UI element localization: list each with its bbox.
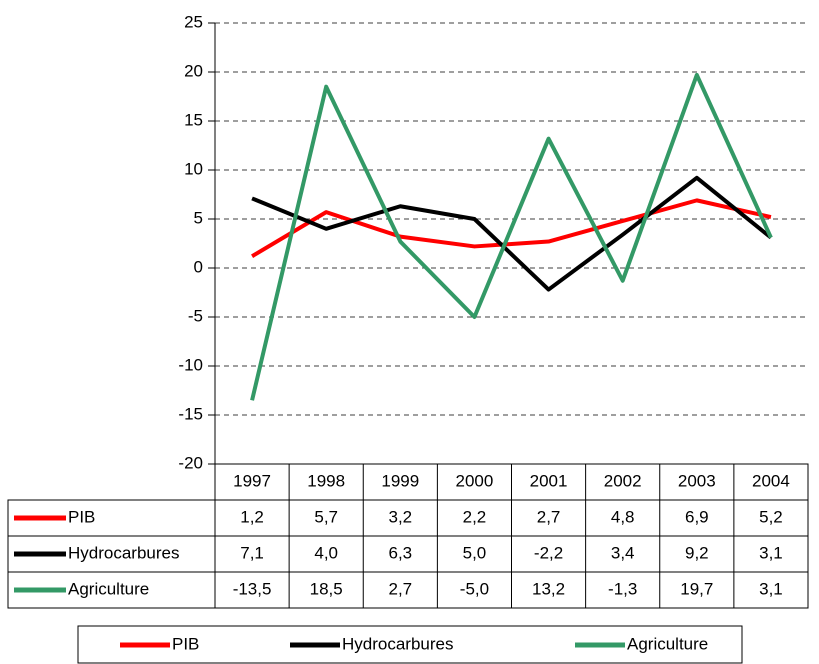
- table-cell: -5,0: [460, 579, 489, 598]
- y-tick-label: 0: [194, 257, 203, 276]
- table-cell: 4,8: [611, 507, 635, 526]
- series-line: [251, 175, 773, 292]
- data-table-frame: [7, 499, 809, 609]
- x-tick-label: 1998: [307, 471, 345, 490]
- legend-label: Hydrocarbures: [342, 634, 454, 653]
- table-cell: -13,5: [233, 579, 272, 598]
- table-cell: 13,2: [532, 579, 565, 598]
- y-tick-label: 10: [184, 159, 203, 178]
- table-cell: 6,9: [685, 507, 709, 526]
- x-tick-label: 2000: [456, 471, 494, 490]
- y-tick-label: -5: [188, 306, 203, 325]
- y-tick-label: -20: [178, 453, 203, 472]
- table-cell: 2,7: [537, 507, 561, 526]
- table-row-label: PIB: [68, 507, 95, 526]
- y-tick-label: 5: [194, 208, 203, 227]
- table-cell: 3,2: [388, 507, 412, 526]
- table-cell: 19,7: [680, 579, 713, 598]
- y-tick-label: -10: [178, 355, 203, 374]
- series-line: [251, 198, 772, 258]
- table-cell: 18,5: [310, 579, 343, 598]
- table-cell: 1,2: [240, 507, 264, 526]
- table-cell: 5,7: [314, 507, 338, 526]
- legend-label: PIB: [172, 634, 199, 653]
- x-tick-label: 1997: [233, 471, 271, 490]
- table-row-label: Agriculture: [68, 579, 149, 598]
- y-tick-label: 15: [184, 110, 203, 129]
- table-cell: 5,2: [759, 507, 783, 526]
- table-cell: -2,2: [534, 543, 563, 562]
- x-tick-label: 2001: [530, 471, 568, 490]
- x-tick-label: 2003: [678, 471, 716, 490]
- table-cell: 2,7: [388, 579, 412, 598]
- y-tick-label: 25: [184, 12, 203, 31]
- table-cell: 3,1: [759, 543, 783, 562]
- y-tick-label: 20: [184, 61, 203, 80]
- table-cell: 9,2: [685, 543, 709, 562]
- table-row-label: Hydrocarbures: [68, 543, 180, 562]
- table-cell: 3,4: [611, 543, 635, 562]
- series-line: [250, 72, 773, 401]
- x-tick-label: 2004: [752, 471, 790, 490]
- table-cell: 3,1: [759, 579, 783, 598]
- table-cell: 5,0: [463, 543, 487, 562]
- table-cell: -1,3: [608, 579, 637, 598]
- y-tick-label: -15: [178, 404, 203, 423]
- x-tick-label: 1999: [381, 471, 419, 490]
- table-cell: 6,3: [388, 543, 412, 562]
- table-cell: 7,1: [240, 543, 264, 562]
- legend-label: Agriculture: [627, 634, 708, 653]
- legend-frame: [77, 625, 743, 664]
- table-cell: 2,2: [463, 507, 487, 526]
- table-cell: 4,0: [314, 543, 338, 562]
- x-tick-label: 2002: [604, 471, 642, 490]
